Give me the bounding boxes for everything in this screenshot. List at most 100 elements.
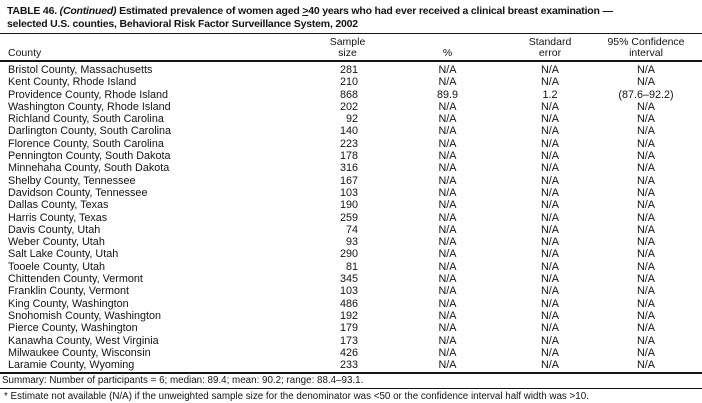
sample-size-cell: 74 xyxy=(345,223,358,236)
percent-cell: N/A xyxy=(438,309,457,322)
table-row: Milwaukee County, Wisconsin 426 N/A N/A N/A xyxy=(0,347,702,359)
table-row: Kent County, Rhode Island 210 N/A N/A N/A xyxy=(0,76,702,88)
percent-cell: N/A xyxy=(438,334,457,347)
county-cell: Salt Lake County, Utah xyxy=(8,248,119,261)
std-error-cell: N/A xyxy=(541,236,559,249)
sample-size-cell: 233 xyxy=(310,359,385,375)
county-cell: King County, Washington xyxy=(8,297,129,310)
std-error-cell: N/A xyxy=(541,211,559,224)
sample-size-cell: 192 xyxy=(339,309,358,322)
percent-cell: 89.9 xyxy=(436,88,458,101)
sample-size-cell: 81 xyxy=(345,260,358,273)
county-cell: Minnehaha County, South Dakota xyxy=(8,162,170,175)
table-row: Richland County, South Carolina 92 N/A N/A N… xyxy=(0,113,702,125)
std-error-cell: N/A xyxy=(541,285,559,298)
std-error-cell: N/A xyxy=(541,199,559,212)
sample-size-cell: 92 xyxy=(345,113,358,126)
std-error-cell: N/A xyxy=(541,113,559,126)
confidence-interval-cell: N/A xyxy=(637,346,655,359)
county-cell: Davis County, Utah xyxy=(8,223,101,236)
std-error-cell: N/A xyxy=(541,260,559,273)
header-row-2: County size % error interval xyxy=(0,47,702,62)
county-cell: Kent County, Rhode Island xyxy=(8,76,137,89)
sample-size-cell: 316 xyxy=(339,162,358,175)
sample-size-cell: 868 xyxy=(339,88,358,101)
table-row: Laramie County, Wyoming 233 N/A N/A N/A xyxy=(0,359,702,375)
std-error-cell: N/A xyxy=(541,76,559,89)
std-error-cell: 1.2 xyxy=(542,88,558,101)
confidence-interval-cell: N/A xyxy=(590,359,702,375)
county-cell: Snohomish County, Washington xyxy=(8,309,162,322)
table-row: Chittenden County, Vermont 345 N/A N/A N/A xyxy=(0,273,702,285)
col-header-sample-line2: size xyxy=(310,47,385,62)
std-error-cell: N/A xyxy=(541,248,559,261)
confidence-interval-cell: N/A xyxy=(637,150,655,163)
percent-cell: N/A xyxy=(438,248,457,261)
percent-cell: N/A xyxy=(438,236,457,249)
footnote: * Estimate not available (N/A) if the un… xyxy=(4,391,589,403)
confidence-interval-cell: N/A xyxy=(637,322,655,335)
confidence-interval-cell: N/A xyxy=(637,76,655,89)
col-header-spacer xyxy=(0,34,310,48)
table-row: Florence County, South Carolina 223 N/A N/A… xyxy=(0,138,702,150)
confidence-interval-cell: N/A xyxy=(637,125,655,138)
table-row: Kanawha County, West Virginia 173 N/A N/A N/… xyxy=(0,335,702,347)
std-error-cell: N/A xyxy=(541,322,559,335)
std-error-cell: N/A xyxy=(541,186,559,199)
percent-cell: N/A xyxy=(385,359,510,375)
table-row: Pierce County, Washington 179 N/A N/A N/A xyxy=(0,322,702,334)
table-row: Washington County, Rhode Island 202 N/A N/A… xyxy=(0,101,702,113)
table-row: Salt Lake County, Utah 290 N/A N/A N/A xyxy=(0,248,702,260)
percent-cell: N/A xyxy=(438,64,457,76)
sample-size-cell: 103 xyxy=(339,285,358,298)
percent-cell: N/A xyxy=(438,297,457,310)
confidence-interval-cell: N/A xyxy=(637,334,655,347)
table-row: Davidson County, Tennessee 103 N/A N/A N/A xyxy=(0,187,702,199)
std-error-cell: N/A xyxy=(541,174,559,187)
std-error-cell: N/A xyxy=(541,334,559,347)
percent-cell: N/A xyxy=(438,76,457,89)
std-error-cell: N/A xyxy=(541,346,559,359)
table-row: Dallas County, Texas 190 N/A N/A N/A xyxy=(0,199,702,211)
table-title-text: Estimated prevalence of women aged xyxy=(116,5,303,17)
std-error-cell: N/A xyxy=(541,297,559,310)
table-title-line2: selected U.S. counties, Behavioral Risk … xyxy=(7,18,358,30)
confidence-interval-cell: N/A xyxy=(637,297,655,310)
table-title-continued: (Continued) xyxy=(59,5,117,17)
std-error-cell: N/A xyxy=(541,223,559,236)
std-error-cell: N/A xyxy=(541,273,559,286)
percent-cell: N/A xyxy=(438,285,457,298)
sample-size-cell: 259 xyxy=(339,211,358,224)
std-error-cell: N/A xyxy=(541,125,559,138)
table-row: Shelby County, Tennessee 167 N/A N/A N/A xyxy=(0,175,702,187)
sample-size-cell: 93 xyxy=(345,236,358,249)
confidence-interval-cell: N/A xyxy=(637,174,655,187)
sample-size-cell: 179 xyxy=(339,322,358,335)
table-row: Franklin County, Vermont 103 N/A N/A N/A xyxy=(0,285,702,297)
sample-size-cell: 281 xyxy=(339,64,358,76)
county-cell: Washington County, Rhode Island xyxy=(8,100,171,113)
confidence-interval-cell: N/A xyxy=(637,199,655,212)
confidence-interval-cell: N/A xyxy=(637,309,655,322)
sample-size-cell: 173 xyxy=(339,334,358,347)
std-error-cell: N/A xyxy=(541,137,559,150)
confidence-interval-cell: N/A xyxy=(637,211,655,224)
percent-cell: N/A xyxy=(438,223,457,236)
county-cell: Milwaukee County, Wisconsin xyxy=(8,346,151,359)
county-cell: Florence County, South Carolina xyxy=(8,137,164,150)
sample-size-cell: 486 xyxy=(339,297,358,310)
col-header-se-line1: Standard xyxy=(528,36,572,48)
col-header-ci-line1: 95% Confidence xyxy=(607,36,685,48)
percent-cell: N/A xyxy=(438,125,457,138)
sample-size-cell: 210 xyxy=(339,76,358,89)
percent-cell: N/A xyxy=(438,150,457,163)
percent-cell: N/A xyxy=(438,273,457,286)
table-title-text-2: 40 years who had ever received a clinica… xyxy=(308,5,613,17)
geq-symbol: > xyxy=(302,5,309,17)
std-error-cell: N/A xyxy=(510,359,590,375)
confidence-interval-cell: N/A xyxy=(637,273,655,286)
confidence-interval-cell: N/A xyxy=(637,64,655,76)
sample-size-cell: 190 xyxy=(339,199,358,212)
sample-size-cell: 140 xyxy=(339,125,358,138)
